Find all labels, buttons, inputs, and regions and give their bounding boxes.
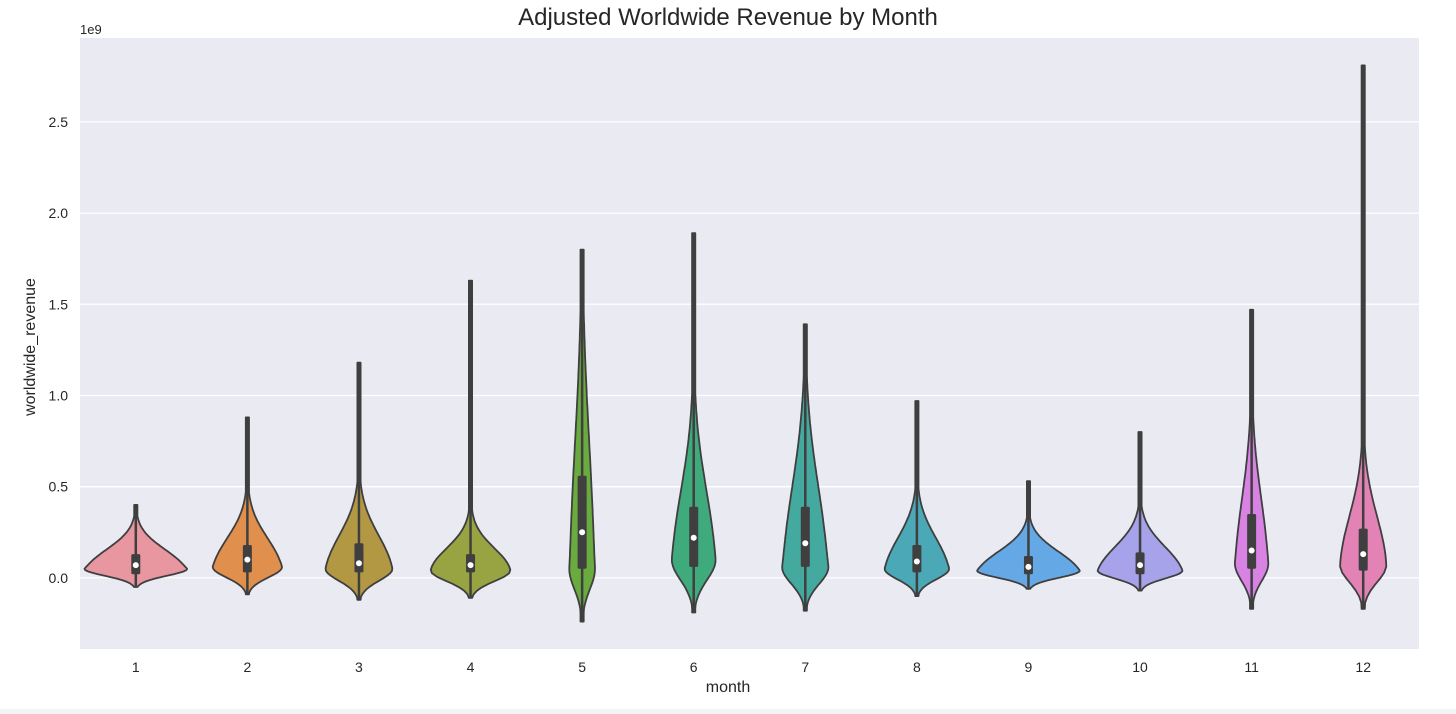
x-tick-label: 7 <box>801 659 809 675</box>
bottom-strip <box>0 709 1456 714</box>
violin-median-marker <box>355 560 362 567</box>
violin-median-marker <box>1025 563 1032 570</box>
violin-median-marker <box>132 562 139 569</box>
y-tick-label: 2.0 <box>49 205 69 221</box>
x-tick-label: 12 <box>1355 659 1371 675</box>
violin-iqr-box <box>1247 514 1257 569</box>
violin-median-marker <box>579 529 586 536</box>
x-tick-label: 5 <box>578 659 586 675</box>
violin-median-marker <box>244 556 251 563</box>
violin-layer <box>83 64 1388 623</box>
x-tick-label: 6 <box>690 659 698 675</box>
y-tick-label: 1.5 <box>49 296 69 312</box>
x-tick-label: 11 <box>1244 659 1259 675</box>
y-tick-label: 1.0 <box>49 387 69 403</box>
x-tick-labels: 1 2 3 4 5 6 7 8 9 10 11 12 <box>132 659 1371 675</box>
x-tick-label: 2 <box>243 659 251 675</box>
x-tick-label: 8 <box>913 659 921 675</box>
violin-iqr-box <box>354 543 364 573</box>
x-tick-label: 4 <box>467 659 475 675</box>
violin-iqr-box <box>577 475 587 569</box>
y-offset-label: 1e9 <box>80 22 102 37</box>
plot-background <box>80 38 1419 649</box>
violin-median-marker <box>802 540 809 547</box>
y-tick-labels: 0.0 0.5 1.0 1.5 2.0 2.5 <box>49 114 69 586</box>
violin-median-marker <box>913 558 920 565</box>
y-tick-label: 0.0 <box>49 570 69 586</box>
violin-median-marker <box>467 562 474 569</box>
y-axis-label: worldwide_revenue <box>22 278 39 416</box>
grid-lines <box>80 121 1419 579</box>
violin-iqr-box <box>1358 528 1368 571</box>
y-tick-label: 0.5 <box>49 479 69 495</box>
x-axis-label: month <box>705 679 751 696</box>
chart-title: Adjusted Worldwide Revenue by Month <box>518 4 938 31</box>
y-tick-label: 2.5 <box>49 114 69 130</box>
x-tick-label: 9 <box>1025 659 1033 675</box>
x-tick-label: 3 <box>355 659 363 675</box>
violin-median-marker <box>690 534 697 541</box>
x-tick-label: 10 <box>1132 659 1148 675</box>
violin-median-marker <box>1360 551 1367 558</box>
violin-median-marker <box>1248 547 1255 554</box>
x-tick-label: 1 <box>132 659 140 675</box>
violin-median-marker <box>1137 562 1144 569</box>
violin-iqr-box <box>800 506 810 567</box>
